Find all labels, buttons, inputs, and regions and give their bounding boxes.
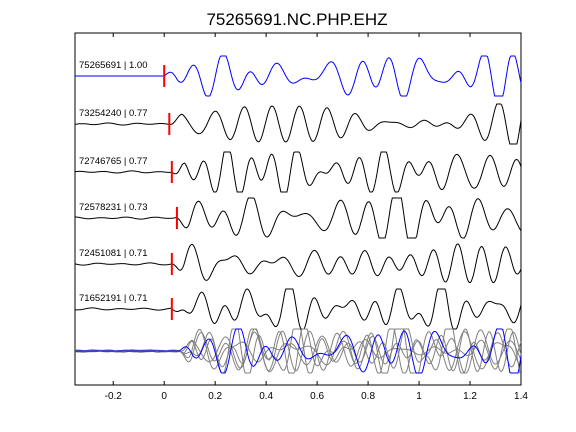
traces-layer: 75265691 | 1.00 73254240 | 0.77 72746765 |… bbox=[74, 55, 522, 330]
trace-71652191 bbox=[74, 288, 522, 330]
trace-label: 72451081 | 0.71 bbox=[79, 248, 148, 259]
overlay-stack bbox=[74, 328, 522, 374]
x-tick-label: 0.4 bbox=[259, 391, 273, 402]
x-tick-label: -0.2 bbox=[105, 391, 123, 402]
x-axis: -0.2 0 0.2 0.4 0.6 0.8 1 1.2 1.4 bbox=[105, 33, 528, 402]
x-tick-label: 1.2 bbox=[463, 391, 477, 402]
trace-73254240 bbox=[74, 103, 522, 145]
trace-label: 71652191 | 0.71 bbox=[79, 293, 148, 304]
overlay-trace-72451081 bbox=[74, 328, 522, 373]
x-tick-label: 1 bbox=[416, 391, 422, 402]
trace-label: 72746765 | 0.77 bbox=[79, 156, 148, 167]
trace-72451081 bbox=[74, 243, 522, 284]
chart-title: 75265691.NC.PHP.EHZ bbox=[206, 10, 387, 29]
x-tick-label: 0 bbox=[161, 391, 167, 402]
x-tick-label: 1.4 bbox=[514, 391, 528, 402]
trace-75265691 bbox=[75, 55, 522, 97]
trace-72578231 bbox=[74, 197, 522, 239]
x-tick-label: 0.6 bbox=[310, 391, 324, 402]
trace-72746765 bbox=[74, 151, 522, 193]
plot-frame bbox=[74, 32, 522, 386]
x-tick-label: 0.8 bbox=[361, 391, 375, 402]
trace-label: 72578231 | 0.73 bbox=[79, 202, 148, 213]
overlay-trace-75265691 bbox=[75, 328, 522, 374]
x-tick-label: 0.2 bbox=[208, 391, 222, 402]
trace-label: 75265691 | 1.00 bbox=[79, 60, 148, 71]
trace-label: 73254240 | 0.77 bbox=[79, 108, 148, 119]
